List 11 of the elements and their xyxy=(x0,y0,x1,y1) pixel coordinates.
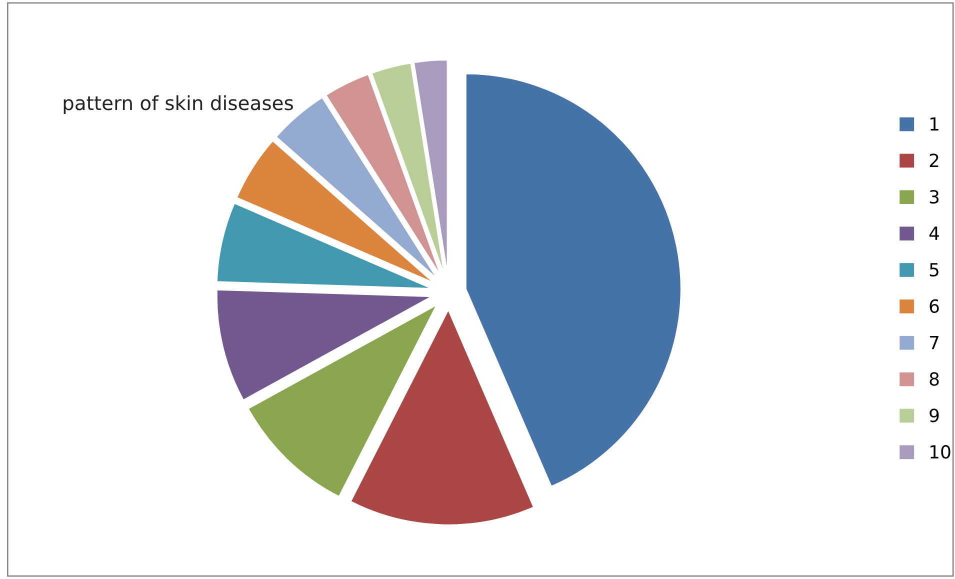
legend-label: 5 xyxy=(930,263,938,277)
legend-label: 6 xyxy=(930,299,939,313)
text: pattern of skin diseases xyxy=(64,95,293,114)
legend-label: 10 xyxy=(930,445,950,459)
legend-label: 7 xyxy=(930,336,938,350)
legend-label: 1 xyxy=(930,117,938,131)
legend-label: 4 xyxy=(929,226,939,240)
legend-label: 2 xyxy=(930,154,938,167)
legend-label: 8 xyxy=(930,372,939,386)
legend-label: 9 xyxy=(930,408,939,422)
legend-label: 3 xyxy=(930,190,939,204)
